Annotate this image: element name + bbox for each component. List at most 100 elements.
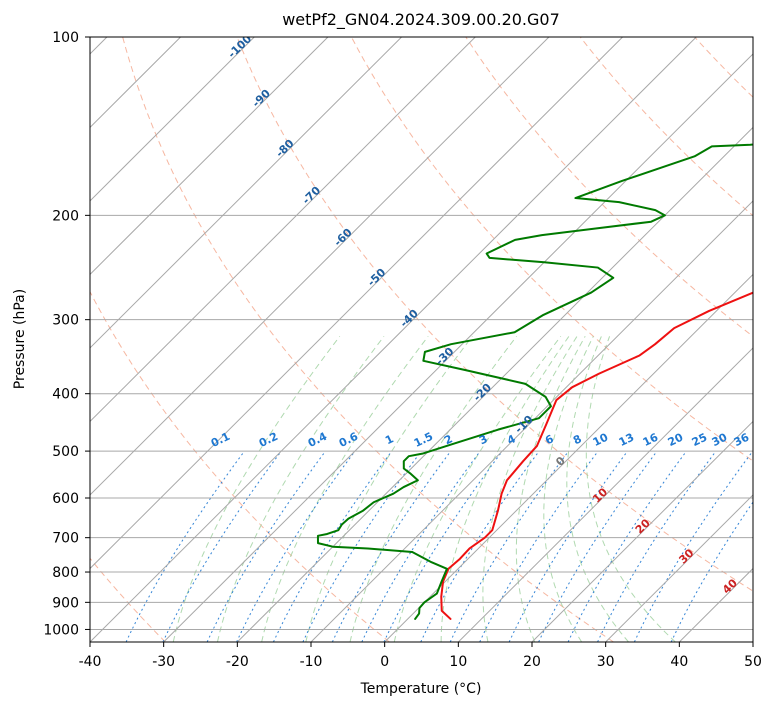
y-tick-label: 500 [52,444,79,460]
y-tick-label: 800 [52,565,79,581]
dry-adiabat-line [122,37,614,642]
isotherm-gridline [605,494,753,642]
mixing-ratio-label: 36 [732,431,752,450]
x-tick-label: 30 [597,654,615,670]
mixing-ratio-line [633,450,753,642]
background-lines [90,37,753,642]
mixing-ratio-label: 20 [666,431,686,450]
moist-adiabat-line [543,336,594,642]
mixing-ratio-line [162,450,282,642]
mixing-ratio-label: 1.5 [412,430,435,450]
moist-adiabat-line [482,336,578,642]
x-tick-label: 40 [670,654,688,670]
profile-lines [316,143,753,620]
moist-adiabat-line [393,335,562,642]
mixing-ratio-line [125,450,245,642]
dewpoint-line [316,143,753,620]
mixing-ratio-line [236,450,356,642]
x-tick-label: 50 [744,654,762,670]
mixing-ratio-label: 30 [710,431,730,450]
mixing-ratio-label: 0.2 [257,430,280,450]
mixing-ratio-label: 6 [543,432,556,447]
mixing-ratio-label: 25 [690,431,709,449]
isotherm-label: -60 [331,226,355,249]
mixing-ratio-line [508,450,628,642]
y-tick-label: 900 [52,595,79,611]
mixing-ratio-line [361,450,481,642]
mixing-ratio-line [479,450,599,642]
isotherm-label: 20 [633,516,653,536]
mixing-ratio-label: 13 [617,431,636,449]
mixing-ratio-line [331,450,452,642]
isotherm-label: -20 [471,381,495,404]
moist-adiabat-line [216,335,385,642]
dry-adiabat-line [90,290,390,642]
isotherm-gridline [310,200,753,642]
chart-title: wetPf2_GN04.2024.309.00.20.G07 [282,10,560,30]
y-tick-label: 600 [52,491,79,507]
moist-adiabat-line [261,335,429,642]
mixing-ratio-label: 1 [383,432,396,447]
y-axis: 100 200 300 400 500 600 700 800 900 1000 [43,30,90,638]
moist-adiabat-line [566,336,629,642]
moist-adiabat-line [349,335,517,642]
isotherm-gridline [90,37,550,496]
temperature-line [440,291,753,620]
isotherm-label: -10 [512,413,536,436]
mixing-ratio-label: 10 [591,431,611,450]
x-tick-label: -40 [79,654,102,670]
mixing-ratio-label: 2 [442,432,455,447]
mixing-ratio-label: 16 [641,431,661,450]
isotherm-gridline [236,126,753,642]
isotherm-gridline [90,37,476,423]
plot-frame [89,36,754,643]
y-tick-label: 100 [52,30,79,46]
mixing-ratio-line [670,501,753,642]
dry-adiabat-line [694,37,753,98]
isotherm-label: 10 [590,485,610,505]
moist-adiabat-line [305,335,473,642]
mixing-ratio-label: 0.1 [209,430,232,450]
isotherm-gridline [163,53,753,642]
isotherm-gridline [90,37,329,276]
isotherm-gridline [531,420,753,642]
mixing-ratio-line [449,450,570,642]
isotherm-label: 40 [720,576,740,596]
isotherm-label: -90 [250,87,274,110]
x-tick-label: 0 [380,654,389,670]
x-tick-label: -10 [300,654,323,670]
isotherm-gridline [678,567,753,642]
isotherm-gridline [384,273,753,642]
dry-adiabat-line [350,37,753,462]
x-tick-label: -20 [226,654,249,670]
dry-adiabat-line [465,37,753,338]
moist-adiabat-line [440,335,570,642]
x-tick-label: 20 [523,654,541,670]
mixing-ratio-label: 4 [505,432,518,447]
y-tick-label: 400 [52,387,79,403]
plot-area: -100-90-80-70-60-50-40-30-20-10010203040… [90,32,753,642]
isotherm-gridline [90,37,255,202]
x-axis: -40 -30 -20 -10 0 10 20 30 40 50 [79,642,762,670]
isotherm-grid [90,37,753,642]
isotherm-label: -100 [225,32,254,61]
mixing-ratio-label: 0.6 [337,430,361,450]
y-tick-label: 200 [52,208,79,224]
x-tick-label: 10 [449,654,467,670]
y-tick-label: 700 [52,531,79,547]
mixing-ratio-label: 0.4 [306,430,330,450]
isotherm-gridline [752,641,753,642]
isobar-grid [90,37,753,630]
isotherm-label: -40 [398,307,422,330]
mixing-ratio-line [567,450,687,642]
mixing-ratio-line [597,450,717,642]
mixing-ratio-line [302,450,422,642]
isotherm-label: 30 [676,546,696,566]
isotherm-gridline [90,37,623,570]
isotherm-label: -50 [365,266,389,289]
mixing-ratio-line [272,450,393,642]
moist-adiabat-line [585,336,676,642]
isotherm-label: -80 [273,137,297,160]
y-tick-label: 1000 [43,622,79,638]
